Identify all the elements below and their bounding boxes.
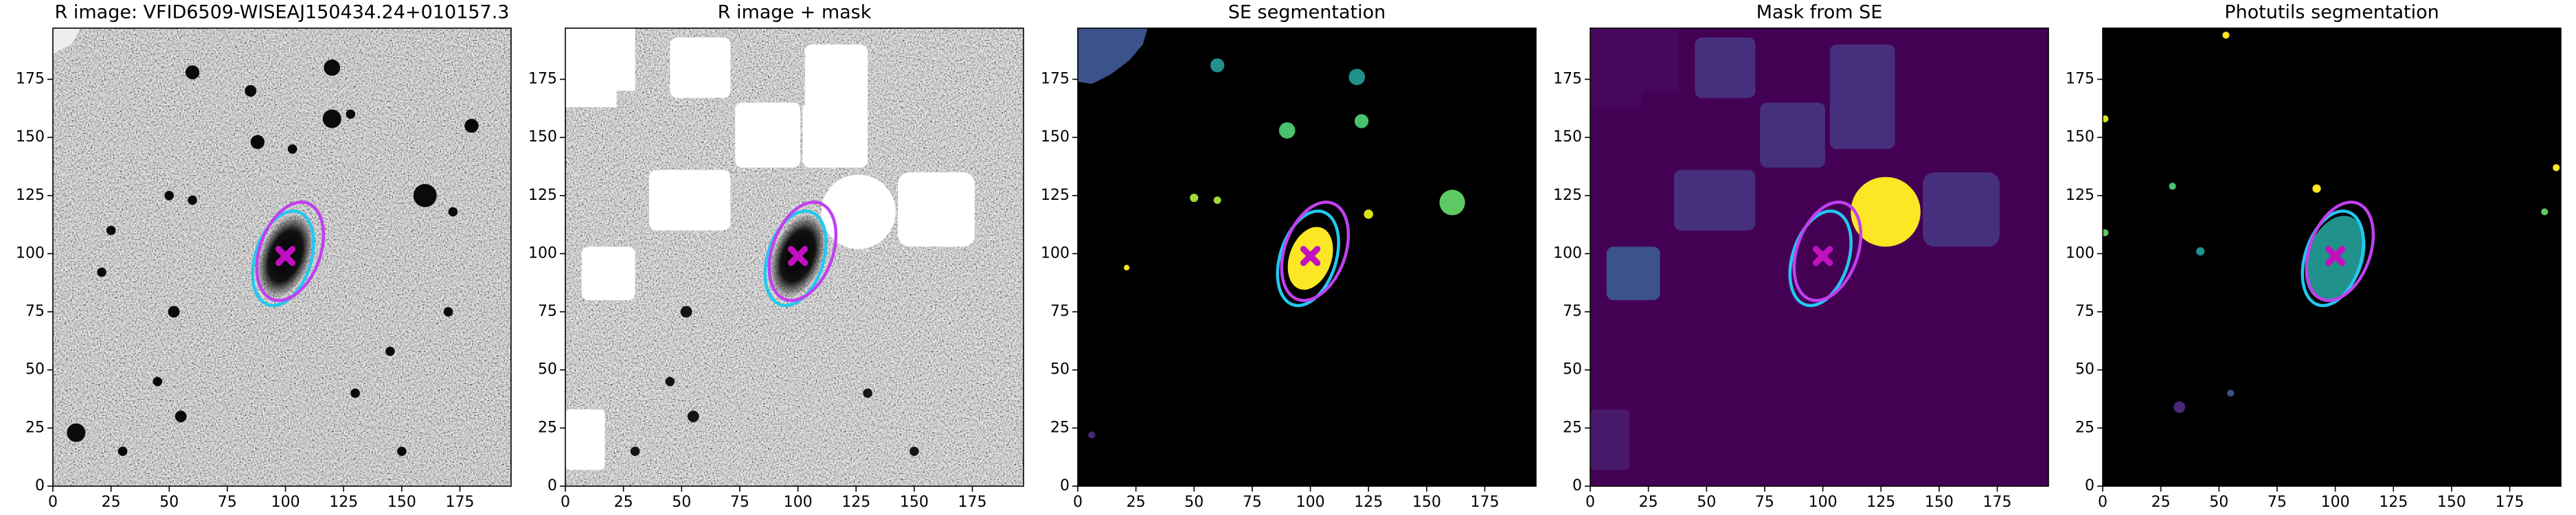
axes-frame [1077, 27, 1537, 487]
x-tick-label: 150 [2437, 494, 2466, 511]
x-tick-label: 50 [672, 494, 691, 511]
y-tick-label: 150 [1041, 128, 1070, 146]
y-tick-label: 175 [16, 70, 45, 87]
y-tick-label: 125 [1041, 187, 1070, 204]
y-tick-label: 175 [528, 70, 557, 87]
y-tick-label: 25 [1050, 419, 1070, 436]
image-panel [565, 28, 1024, 486]
y-tick-label: 0 [1060, 477, 1070, 494]
y-tick-label: 100 [1041, 244, 1070, 262]
panel-title: R image + mask [718, 2, 872, 23]
x-tick-label: 75 [1243, 494, 1262, 511]
x-tick-label: 125 [2379, 494, 2408, 511]
axes-frame [1590, 27, 2049, 487]
y-tick-label: 125 [16, 187, 45, 204]
y-tick-label: 125 [1553, 187, 1582, 204]
x-tick-label: 25 [2151, 494, 2171, 511]
x-tick-label: 50 [159, 494, 179, 511]
y-tick-label: 25 [538, 419, 557, 436]
x-tick-label: 0 [48, 494, 58, 511]
y-tick-label: 75 [2075, 303, 2094, 320]
y-tick-label: 175 [1553, 70, 1582, 87]
x-tick-label: 100 [784, 494, 813, 511]
x-tick-label: 25 [1639, 494, 1658, 511]
y-tick-label: 150 [16, 128, 45, 146]
x-tick-label: 50 [1184, 494, 1204, 511]
y-tick-label: 0 [35, 477, 45, 494]
y-tick-label: 0 [2085, 477, 2094, 494]
axes-frame [565, 27, 1024, 487]
x-tick-label: 0 [2098, 494, 2108, 511]
x-tick-label: 100 [2321, 494, 2350, 511]
y-tick-label: 25 [1563, 419, 1582, 436]
x-tick-label: 175 [1983, 494, 2012, 511]
y-tick-label: 25 [25, 419, 45, 436]
y-tick-label: 75 [1563, 303, 1582, 320]
x-tick-label: 0 [1585, 494, 1595, 511]
image-panel [1590, 28, 2048, 486]
image-panel [1078, 28, 1536, 486]
panel-title: Mask from SE [1756, 2, 1883, 23]
x-tick-label: 125 [841, 494, 870, 511]
y-tick-label: 75 [25, 303, 45, 320]
panel-title: Photutils segmentation [2224, 2, 2439, 23]
y-tick-label: 50 [2075, 361, 2094, 378]
x-tick-label: 0 [1073, 494, 1083, 511]
y-tick-label: 0 [1572, 477, 1582, 494]
x-tick-label: 100 [271, 494, 300, 511]
y-tick-label: 150 [528, 128, 557, 146]
y-tick-label: 125 [2066, 187, 2094, 204]
panel-title: SE segmentation [1228, 2, 1386, 23]
x-tick-label: 150 [1412, 494, 1441, 511]
x-tick-label: 125 [329, 494, 358, 511]
x-tick-label: 50 [1697, 494, 1716, 511]
x-tick-label: 75 [730, 494, 749, 511]
y-tick-label: 100 [1553, 244, 1582, 262]
y-tick-label: 25 [2075, 419, 2094, 436]
x-tick-label: 175 [958, 494, 987, 511]
x-tick-label: 150 [900, 494, 929, 511]
x-tick-label: 125 [1354, 494, 1383, 511]
x-tick-label: 150 [387, 494, 416, 511]
y-tick-label: 75 [538, 303, 557, 320]
x-tick-label: 100 [1296, 494, 1325, 511]
x-tick-label: 25 [1127, 494, 1146, 511]
y-tick-label: 100 [16, 244, 45, 262]
y-tick-label: 50 [25, 361, 45, 378]
panel-title: R image: VFID6509-WISEAJ150434.24+010157… [55, 2, 510, 23]
x-tick-label: 50 [2209, 494, 2228, 511]
y-tick-label: 50 [1563, 361, 1582, 378]
x-tick-label: 175 [446, 494, 475, 511]
y-tick-label: 50 [1050, 361, 1070, 378]
y-tick-label: 175 [1041, 70, 1070, 87]
y-tick-label: 150 [1553, 128, 1582, 146]
axes-frame [2102, 27, 2562, 487]
x-tick-label: 150 [1925, 494, 1954, 511]
x-tick-label: 100 [1809, 494, 1838, 511]
x-tick-label: 25 [614, 494, 633, 511]
image-panel [53, 28, 511, 486]
x-tick-label: 125 [1866, 494, 1895, 511]
x-tick-label: 175 [2496, 494, 2524, 511]
y-tick-label: 0 [547, 477, 557, 494]
y-tick-label: 75 [1050, 303, 1070, 320]
y-tick-label: 100 [528, 244, 557, 262]
x-tick-label: 25 [102, 494, 121, 511]
axes-frame [52, 27, 512, 487]
y-tick-label: 125 [528, 187, 557, 204]
x-tick-label: 175 [1471, 494, 1500, 511]
y-tick-label: 100 [2066, 244, 2094, 262]
image-panel [2103, 28, 2561, 486]
x-tick-label: 75 [218, 494, 237, 511]
x-tick-label: 75 [2268, 494, 2287, 511]
x-tick-label: 75 [1755, 494, 1774, 511]
y-tick-label: 175 [2066, 70, 2094, 87]
y-tick-label: 50 [538, 361, 557, 378]
y-tick-label: 150 [2066, 128, 2094, 146]
x-tick-label: 0 [561, 494, 570, 511]
